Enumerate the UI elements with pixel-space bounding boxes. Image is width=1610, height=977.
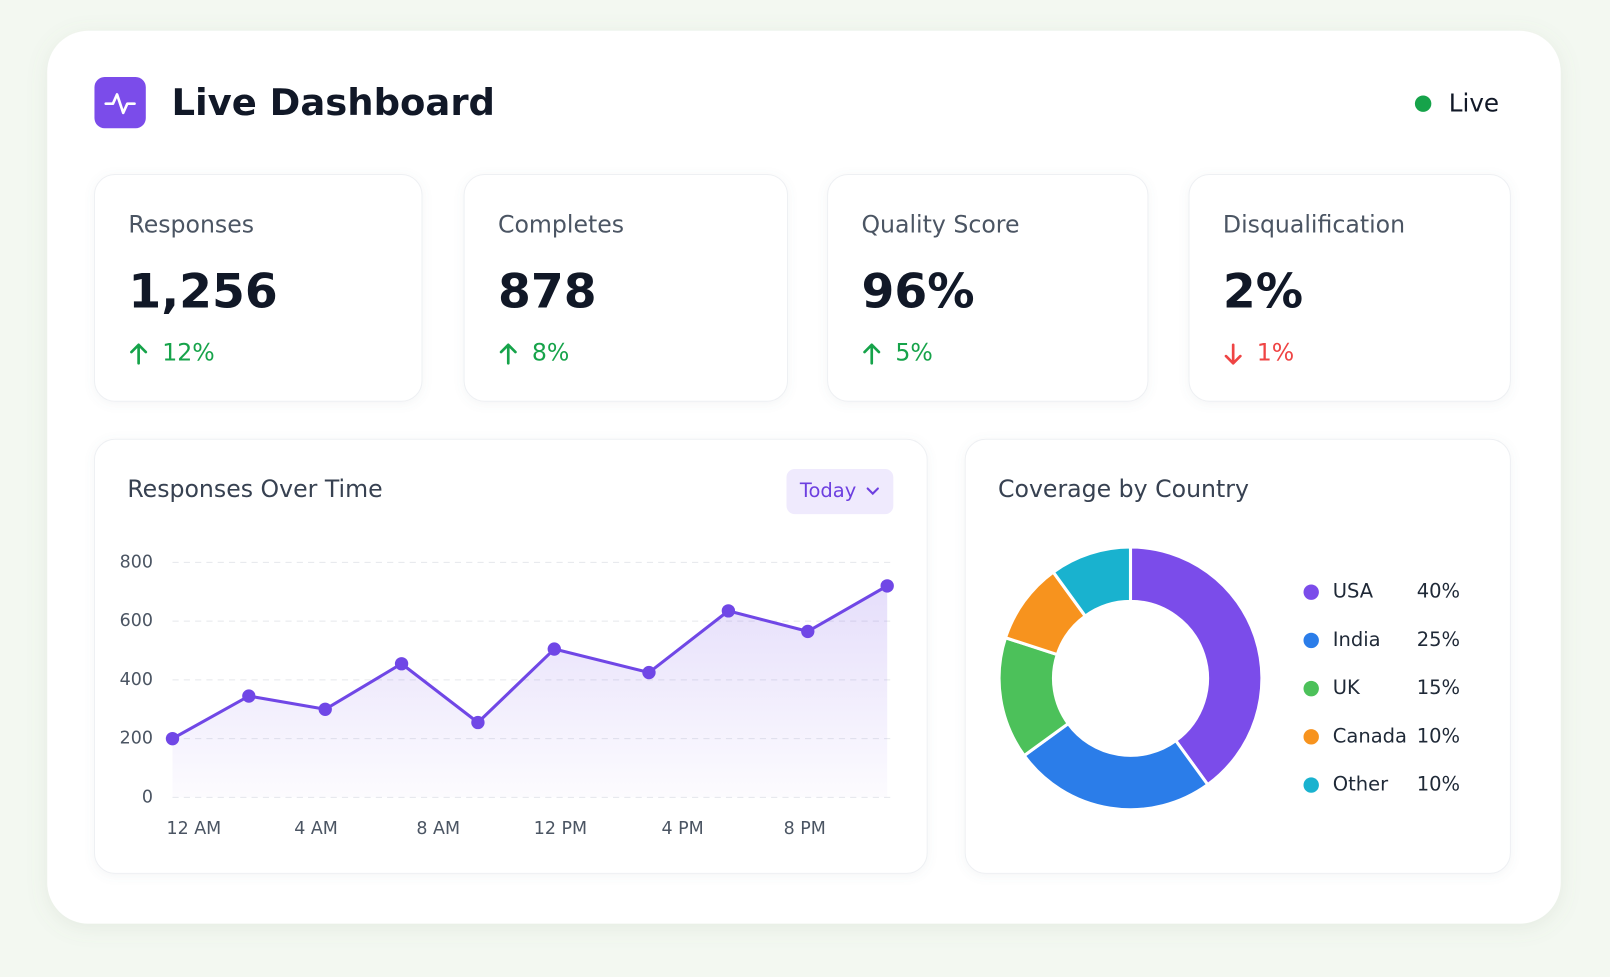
legend-dot [1303, 584, 1319, 600]
trend-arrow [499, 343, 517, 365]
legend-dot [1303, 729, 1319, 745]
legend-label: USA [1333, 580, 1374, 603]
point [165, 731, 180, 746]
y-tick-label: 200 [120, 729, 153, 749]
legend-dot [1303, 680, 1319, 697]
live-dot [1414, 95, 1432, 112]
chart-title: Responses Over Time [127, 475, 382, 503]
x-tick-label: 12 PM [534, 819, 587, 839]
y-tick-label: 0 [142, 787, 153, 807]
kpi-card [93, 173, 423, 402]
legend-value: 10% [1417, 773, 1460, 796]
x-tick-label: 4 PM [661, 819, 703, 839]
chevron[interactable] [866, 487, 879, 496]
point [471, 715, 485, 730]
x-tick-label: 8 PM [784, 819, 826, 839]
point [394, 657, 409, 671]
legend-dot [1303, 632, 1319, 649]
legend-label: Other [1333, 773, 1389, 796]
y-tick-label: 600 [120, 611, 153, 631]
legend-value: 10% [1417, 724, 1460, 747]
kpi-value: 2% [1223, 265, 1303, 320]
slice [1128, 545, 1264, 787]
legend-label: India [1333, 628, 1381, 651]
trend-arrow [1224, 343, 1242, 365]
x-tick-label: 8 AM [416, 819, 460, 839]
x-tick-label: 4 AM [294, 819, 338, 839]
trend-arrow [130, 343, 148, 365]
y-tick-label: 800 [120, 552, 153, 572]
slice [1022, 721, 1210, 812]
kpi-card [463, 173, 789, 402]
legend-dot [1303, 777, 1319, 793]
y-tick-label: 400 [120, 670, 153, 690]
legend-label: Canada [1333, 724, 1407, 747]
kpi-change: 1% [1257, 339, 1294, 367]
kpi-label: Responses [128, 210, 254, 238]
title: Live Dashboard [171, 81, 495, 124]
dropdown-label[interactable]: Today [799, 479, 856, 502]
legend-value: 25% [1417, 628, 1460, 651]
kpi-value: 1,256 [128, 265, 277, 320]
legend-value: 15% [1417, 676, 1460, 699]
line [171, 584, 888, 740]
trend-arrow [863, 343, 881, 365]
legend-label: UK [1333, 676, 1361, 699]
kpi-value: 878 [498, 265, 597, 320]
point [547, 642, 561, 656]
kpi-value: 96% [861, 265, 974, 320]
area [172, 585, 888, 798]
pulse-icon [104, 93, 136, 115]
point [318, 702, 332, 716]
kpi-change: 5% [895, 339, 932, 367]
slice [1051, 545, 1133, 619]
kpi-change: 12% [162, 339, 214, 367]
point [880, 579, 894, 593]
point [242, 689, 256, 703]
point [642, 665, 656, 680]
kpi-card [827, 173, 1149, 402]
dropdown[interactable] [786, 469, 894, 515]
live-status: Live [1449, 89, 1499, 118]
point [801, 624, 815, 639]
legend-value: 40% [1417, 580, 1460, 603]
kpi-label: Completes [498, 210, 624, 238]
kpi-card [1188, 173, 1511, 402]
kpi-change: 8% [532, 339, 569, 367]
x-tick-label: 12 AM [167, 819, 222, 839]
kpi-label: Quality Score [861, 210, 1019, 238]
kpi-label: Disqualification [1223, 210, 1405, 238]
point [721, 604, 736, 618]
chart-title: Coverage by Country [998, 475, 1249, 503]
